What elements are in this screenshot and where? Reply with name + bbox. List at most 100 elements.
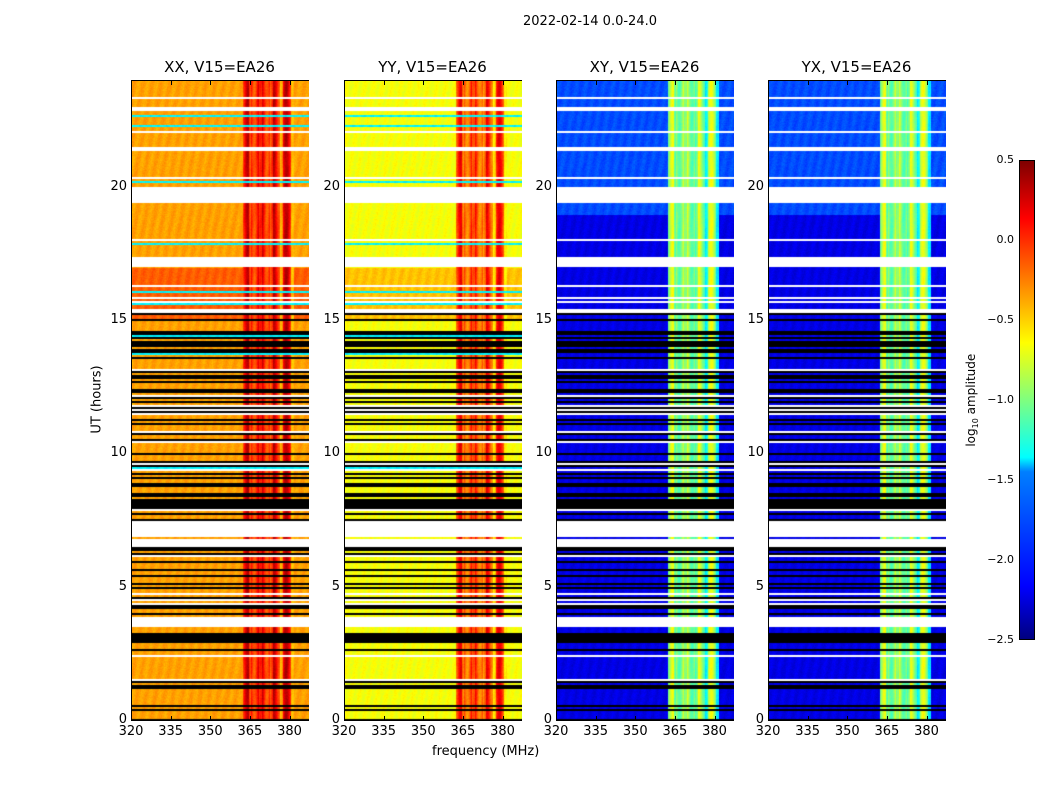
- x-tick-mark: [423, 80, 425, 85]
- y-tick-label: 5: [543, 578, 552, 594]
- panel-title: YX, V15=EA26: [801, 58, 912, 76]
- x-tick-mark: [635, 716, 637, 721]
- colorbar-label-rest: amplitude: [963, 353, 978, 419]
- y-tick-label: 15: [747, 312, 764, 327]
- x-tick-mark: [556, 80, 557, 85]
- x-tick-mark: [383, 80, 385, 85]
- y-tick-label: 20: [110, 178, 127, 194]
- x-tick-label: 350: [197, 724, 223, 739]
- heatmap-image: [769, 81, 946, 721]
- x-tick-label: 335: [795, 724, 821, 739]
- x-tick-mark: [289, 80, 291, 85]
- x-tick-label: 320: [331, 724, 357, 739]
- x-tick-mark: [131, 80, 132, 85]
- x-tick-mark: [714, 716, 716, 721]
- x-tick-mark: [131, 716, 132, 721]
- x-tick-label: 365: [662, 724, 688, 739]
- x-tick-mark: [249, 80, 251, 85]
- x-tick-label: 365: [450, 724, 476, 739]
- y-tick-label: 20: [323, 178, 340, 194]
- x-tick-mark: [807, 716, 809, 721]
- x-tick-label: 365: [237, 724, 263, 739]
- colorbar-tick-label: −2.0: [987, 553, 1014, 566]
- x-tick-label: 320: [543, 724, 569, 739]
- y-tick-label: 5: [331, 578, 340, 594]
- y-tick-label: 10: [535, 445, 552, 461]
- y-axis-label: UT (hours): [89, 365, 105, 434]
- x-tick-label: 365: [874, 724, 900, 739]
- x-tick-mark: [344, 80, 345, 85]
- y-tick-label: 0: [118, 712, 127, 727]
- y-tick-label: 20: [535, 178, 552, 194]
- x-tick-mark: [768, 716, 769, 721]
- x-tick-mark: [674, 80, 676, 85]
- x-tick-mark: [289, 716, 291, 721]
- x-tick-mark: [556, 716, 557, 721]
- x-tick-label: 335: [371, 724, 397, 739]
- x-tick-mark: [926, 716, 928, 721]
- y-tick-label: 0: [331, 712, 340, 727]
- x-tick-mark: [170, 716, 172, 721]
- x-tick-mark: [674, 716, 676, 721]
- colorbar: [1019, 160, 1035, 640]
- x-tick-label: 320: [118, 724, 144, 739]
- x-tick-label: 335: [583, 724, 609, 739]
- x-tick-mark: [462, 80, 464, 85]
- heatmap-panel-3: [768, 80, 946, 721]
- x-tick-mark: [847, 716, 849, 721]
- x-tick-label: 335: [158, 724, 184, 739]
- x-tick-mark: [926, 80, 928, 85]
- heatmap-panel-2: [556, 80, 734, 721]
- colorbar-tick-label: −1.5: [987, 473, 1014, 486]
- x-tick-mark: [714, 80, 716, 85]
- colorbar-tick-label: −2.5: [987, 633, 1014, 646]
- figure-title: 2022-02-14 0.0-24.0: [523, 14, 657, 29]
- x-tick-label: 380: [914, 724, 939, 739]
- y-tick-label: 15: [323, 312, 340, 327]
- x-tick-mark: [886, 80, 888, 85]
- x-tick-label: 380: [490, 724, 515, 739]
- x-tick-label: 350: [410, 724, 436, 739]
- x-tick-label: 380: [277, 724, 302, 739]
- y-tick-label: 15: [535, 312, 552, 327]
- panel-title: XX, V15=EA26: [164, 58, 275, 76]
- x-tick-mark: [635, 80, 637, 85]
- colorbar-tick-label: −1.0: [987, 393, 1014, 406]
- x-tick-mark: [502, 716, 504, 721]
- x-tick-mark: [210, 80, 212, 85]
- heatmap-image: [557, 81, 734, 721]
- x-tick-mark: [847, 80, 849, 85]
- x-tick-label: 320: [755, 724, 781, 739]
- x-tick-mark: [502, 80, 504, 85]
- y-tick-label: 0: [755, 712, 764, 727]
- x-tick-mark: [170, 80, 172, 85]
- x-tick-mark: [595, 80, 597, 85]
- colorbar-label-main: log: [963, 428, 978, 447]
- heatmap-image: [345, 81, 522, 721]
- colorbar-label: log10 amplitude: [964, 340, 980, 460]
- colorbar-label-sub: 10: [971, 418, 981, 429]
- colorbar-tick-label: 0.0: [996, 233, 1015, 246]
- x-tick-mark: [344, 716, 345, 721]
- panel-title: XY, V15=EA26: [589, 58, 700, 76]
- x-tick-mark: [886, 716, 888, 721]
- heatmap-panel-1: [344, 80, 522, 721]
- x-axis-label: frequency (MHz): [432, 744, 540, 759]
- y-tick-label: 10: [747, 445, 764, 461]
- y-tick-label: 15: [110, 312, 127, 327]
- x-tick-mark: [768, 80, 769, 85]
- colorbar-tick-label: 0.5: [996, 153, 1015, 166]
- x-tick-label: 350: [622, 724, 648, 739]
- x-tick-mark: [595, 716, 597, 721]
- y-tick-label: 5: [755, 578, 764, 594]
- x-tick-mark: [423, 716, 425, 721]
- x-tick-label: 380: [702, 724, 727, 739]
- x-tick-mark: [807, 80, 809, 85]
- y-tick-label: 5: [118, 578, 127, 594]
- y-tick-label: 10: [323, 445, 340, 461]
- x-tick-mark: [462, 716, 464, 721]
- x-tick-mark: [383, 716, 385, 721]
- heatmap-image: [132, 81, 309, 721]
- x-tick-mark: [249, 716, 251, 721]
- panel-title: YY, V15=EA26: [378, 58, 487, 76]
